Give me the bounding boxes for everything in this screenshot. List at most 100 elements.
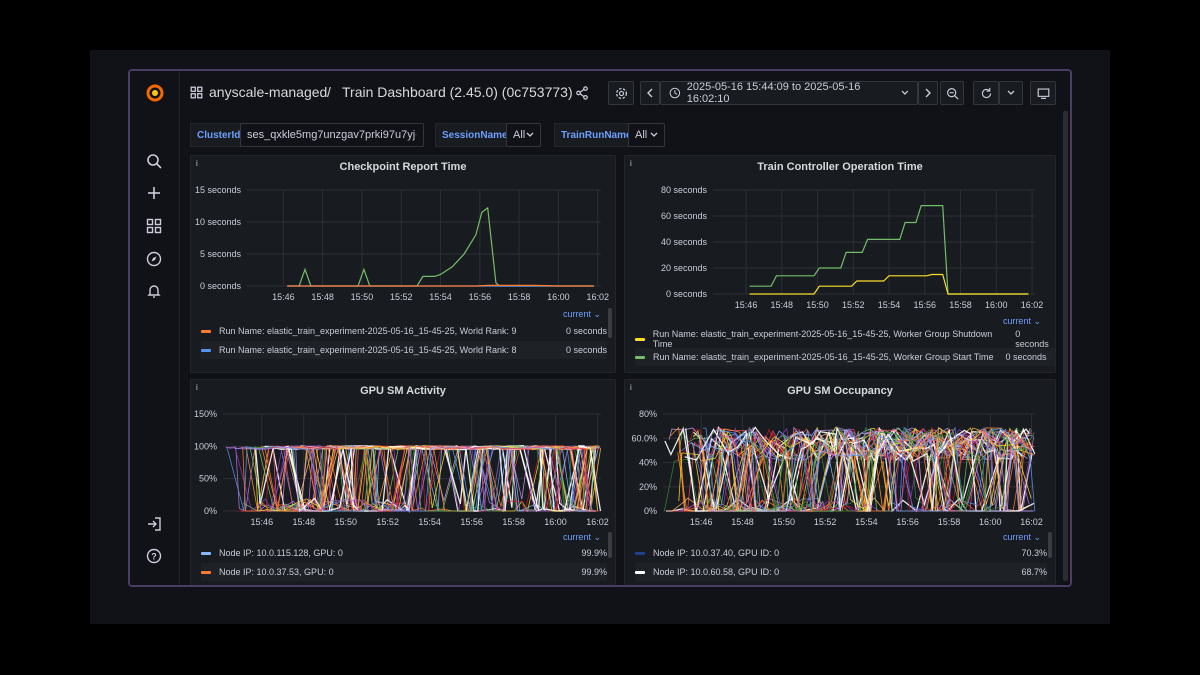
x-tick-label: 15:48 <box>293 517 316 527</box>
series-line[interactable] <box>709 427 1030 512</box>
y-tick-label: 100% <box>194 441 217 451</box>
series-line[interactable] <box>242 445 588 512</box>
series-line[interactable] <box>749 205 1029 295</box>
legend-row[interactable]: Node IP: 10.0.115.128, GPU: 0 99.9% <box>201 544 607 562</box>
var-trainrunname-select[interactable]: All <box>628 123 665 147</box>
zoom-out-button[interactable] <box>940 81 964 105</box>
x-tick-label: 16:02 <box>1020 517 1043 527</box>
legend-row[interactable]: Node IP: 10.0.37.53, GPU: 0 99.9% <box>201 563 607 581</box>
x-tick-label: 15:48 <box>311 292 334 302</box>
chevron-down-icon <box>901 90 909 95</box>
dashboard-title[interactable]: Train Dashboard (2.45.0) (0c753773) <box>342 84 573 100</box>
panel-title[interactable]: Train Controller Operation Time <box>757 161 923 173</box>
legend-row[interactable]: Run Name: elastic_train_experiment-2025-… <box>635 348 1055 366</box>
sidebar: ? <box>130 71 180 585</box>
share-icon[interactable] <box>575 86 589 105</box>
x-tick-label: 15:56 <box>460 517 483 527</box>
series-line[interactable] <box>723 426 1028 512</box>
var-trainrunname-label: TrainRunName <box>554 123 639 147</box>
panel-gpu-sm-activity: i GPU SM Activity 0% 50% 100% 150% 15:46 15:4… <box>190 379 616 585</box>
refresh-interval-dropdown[interactable] <box>999 81 1023 105</box>
sign-in-icon[interactable] <box>143 513 165 535</box>
series-current-value: 99.9% <box>581 567 607 577</box>
y-tick-label: 0 seconds <box>666 289 708 299</box>
info-icon[interactable]: i <box>196 159 198 168</box>
x-tick-label: 16:00 <box>544 517 567 527</box>
settings-button[interactable] <box>608 81 634 105</box>
refresh-button[interactable] <box>973 81 999 105</box>
series-line[interactable] <box>287 284 594 287</box>
y-tick-label: 20% <box>639 482 657 492</box>
series-line[interactable] <box>280 445 599 512</box>
time-range-picker[interactable]: 2025-05-16 15:44:09 to 2025-05-16 16:02:… <box>660 81 918 105</box>
y-tick-label: 0 seconds <box>200 281 242 291</box>
x-tick-label: 15:58 <box>949 300 972 310</box>
series-name: Node IP: 10.0.37.40, GPU ID: 0 <box>653 548 780 558</box>
dashboards-icon[interactable] <box>190 86 203 104</box>
series-line[interactable] <box>749 273 1029 295</box>
dashboards-icon[interactable] <box>143 215 165 237</box>
var-sessionname-value: All <box>513 129 526 141</box>
legend-scrollbar[interactable] <box>1048 532 1052 558</box>
series-line[interactable] <box>705 426 1036 512</box>
bell-icon[interactable] <box>143 280 165 302</box>
explore-icon[interactable] <box>143 248 165 270</box>
series-name: Run Name: elastic_train_experiment-2025-… <box>652 329 993 349</box>
series-line[interactable] <box>690 429 1028 512</box>
y-tick-label: 40 seconds <box>661 237 708 247</box>
legend-row[interactable]: Node IP: 10.0.37.40, GPU ID: 0 70.3% <box>635 544 1047 562</box>
series-line[interactable] <box>698 426 1027 512</box>
info-icon[interactable]: i <box>630 159 632 168</box>
x-tick-label: 15:48 <box>731 517 754 527</box>
info-icon[interactable]: i <box>630 383 632 392</box>
y-tick-label: 80% <box>639 409 657 419</box>
series-line[interactable] <box>704 428 1035 512</box>
checkpoint-chart[interactable]: 0 seconds 5 seconds 10 seconds 15 seconds 15… <box>191 172 616 322</box>
legend-row[interactable]: Run Name: elastic_train_experiment-2025-… <box>201 341 607 359</box>
series-line[interactable] <box>254 445 597 512</box>
grafana-logo[interactable] <box>144 82 166 104</box>
info-icon[interactable]: i <box>196 383 198 392</box>
legend-row[interactable]: Run Name: elastic_train_experiment-2025-… <box>635 329 1055 349</box>
legend-header-current[interactable]: current ⌄ <box>562 309 601 319</box>
y-tick-label: 50% <box>199 474 217 484</box>
x-tick-label: 15:46 <box>690 517 713 527</box>
legend-scrollbar[interactable] <box>608 308 612 338</box>
series-current-value: 0 seconds <box>565 326 607 336</box>
plus-icon[interactable] <box>143 182 165 204</box>
legend-row[interactable]: Node IP: 10.0.60.58, GPU ID: 0 68.7% <box>635 563 1047 581</box>
time-back-button[interactable] <box>640 81 660 105</box>
sm-occupancy-chart[interactable]: 0% 20% 40% 60.0% 80% 15:46 15:48 15:50 15:52 15:5… <box>625 396 1056 528</box>
controller-chart[interactable]: 0 seconds 20 seconds 40 seconds 60 seconds 8… <box>625 172 1056 317</box>
series-swatch <box>201 570 211 574</box>
time-forward-button[interactable] <box>918 81 938 105</box>
legend-scrollbar[interactable] <box>608 532 612 558</box>
series-line[interactable] <box>667 427 1032 513</box>
page-scrollbar[interactable] <box>1063 111 1068 581</box>
panel-title[interactable]: Checkpoint Report Time <box>339 161 467 173</box>
series-current-value: 99.9% <box>581 548 607 558</box>
panel-train-controller-operation-time: i Train Controller Operation Time 0 seco… <box>624 155 1056 373</box>
legend-header-current[interactable]: current ⌄ <box>562 532 601 542</box>
search-icon[interactable] <box>143 150 165 172</box>
x-tick-label: 15:50 <box>773 517 796 527</box>
x-tick-label: 16:02 <box>1021 300 1044 310</box>
panel-title[interactable]: GPU SM Activity <box>360 385 446 397</box>
panel-title[interactable]: GPU SM Occupancy <box>787 385 893 397</box>
sm-activity-chart[interactable]: 0% 50% 100% 150% 15:46 15:48 15:50 15:52 15:54 15… <box>191 396 616 528</box>
svg-text:?: ? <box>151 552 157 562</box>
series-name: Node IP: 10.0.115.128, GPU: 0 <box>219 548 343 558</box>
var-sessionname-select[interactable]: All <box>506 123 541 147</box>
y-tick-label: 60 seconds <box>661 211 708 221</box>
legend-header-current[interactable]: current ⌄ <box>1002 532 1041 542</box>
y-tick-label: 0% <box>644 506 657 516</box>
var-clusterid-select[interactable]: ses_qxkle5mg7unzgav7prki97u7yj <box>240 123 424 147</box>
var-sessionname-label: SessionName <box>435 123 515 147</box>
chevron-down-icon <box>650 132 658 137</box>
legend-row[interactable]: Run Name: elastic_train_experiment-2025-… <box>201 322 607 340</box>
tv-mode-button[interactable] <box>1030 81 1056 105</box>
help-icon[interactable]: ? <box>143 545 165 567</box>
series-current-value: 0 seconds <box>1015 329 1049 349</box>
breadcrumb-org[interactable]: anyscale-managed <box>209 84 328 100</box>
legend-header-current[interactable]: current ⌄ <box>1002 316 1041 326</box>
